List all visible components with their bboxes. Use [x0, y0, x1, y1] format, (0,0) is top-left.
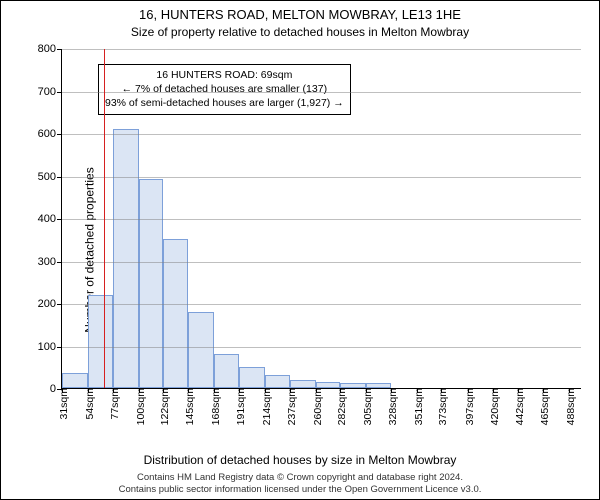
xtick-label: 214sqm: [257, 388, 273, 425]
footer-line2: Contains public sector information licen…: [1, 484, 599, 496]
footer-attribution: Contains HM Land Registry data © Crown c…: [1, 472, 599, 496]
gridline: [62, 262, 581, 263]
xtick-label: 145sqm: [180, 388, 196, 425]
ytick-label: 300: [38, 256, 62, 268]
gridline: [62, 49, 581, 50]
xtick-label: 100sqm: [131, 388, 147, 425]
gridline: [62, 92, 581, 93]
xtick-label: 328sqm: [383, 388, 399, 425]
chart-container: 16, HUNTERS ROAD, MELTON MOWBRAY, LE13 1…: [0, 0, 600, 500]
ytick-label: 500: [38, 171, 62, 183]
annotation-box: 16 HUNTERS ROAD: 69sqm ← 7% of detached …: [98, 64, 351, 115]
xtick-label: 488sqm: [561, 388, 577, 425]
histogram-bar: [265, 375, 291, 388]
gridline: [62, 347, 581, 348]
xtick-label: 168sqm: [206, 388, 222, 425]
xtick-label: 54sqm: [80, 388, 96, 420]
gridline: [62, 177, 581, 178]
xtick-label: 465sqm: [535, 388, 551, 425]
gridline: [62, 304, 581, 305]
annotation-line2: ← 7% of detached houses are smaller (137…: [105, 82, 344, 96]
footer-line1: Contains HM Land Registry data © Crown c…: [1, 472, 599, 484]
marker-line: [104, 49, 105, 388]
ytick-label: 800: [38, 43, 62, 55]
xtick-label: 122sqm: [155, 388, 171, 425]
xtick-label: 397sqm: [460, 388, 476, 425]
histogram-bar: [139, 179, 163, 388]
xtick-label: 31sqm: [54, 388, 70, 420]
xtick-label: 77sqm: [105, 388, 121, 420]
chart-title-line2: Size of property relative to detached ho…: [1, 25, 599, 39]
annotation-line1: 16 HUNTERS ROAD: 69sqm: [105, 68, 344, 82]
histogram-bar: [62, 373, 88, 388]
ytick-label: 400: [38, 213, 62, 225]
histogram-bar: [214, 354, 240, 388]
histogram-bar: [88, 295, 114, 388]
xtick-label: 282sqm: [332, 388, 348, 425]
histogram-bar: [239, 367, 265, 388]
ytick-label: 600: [38, 128, 62, 140]
annotation-line3: 93% of semi-detached houses are larger (…: [105, 96, 344, 110]
xtick-label: 351sqm: [409, 388, 425, 425]
histogram-bar: [290, 380, 316, 388]
histogram-bar: [113, 129, 139, 388]
gridline: [62, 219, 581, 220]
xtick-label: 305sqm: [358, 388, 374, 425]
xtick-label: 237sqm: [282, 388, 298, 425]
xtick-label: 260sqm: [308, 388, 324, 425]
xtick-label: 191sqm: [231, 388, 247, 425]
xtick-label: 442sqm: [510, 388, 526, 425]
xtick-label: 373sqm: [433, 388, 449, 425]
xtick-label: 420sqm: [485, 388, 501, 425]
gridline: [62, 134, 581, 135]
plot-area: 16 HUNTERS ROAD: 69sqm ← 7% of detached …: [61, 49, 581, 389]
ytick-label: 700: [38, 86, 62, 98]
ytick-label: 100: [38, 341, 62, 353]
histogram-bar: [188, 312, 214, 389]
x-axis-label: Distribution of detached houses by size …: [1, 453, 599, 467]
ytick-label: 200: [38, 298, 62, 310]
chart-title-line1: 16, HUNTERS ROAD, MELTON MOWBRAY, LE13 1…: [1, 7, 599, 22]
